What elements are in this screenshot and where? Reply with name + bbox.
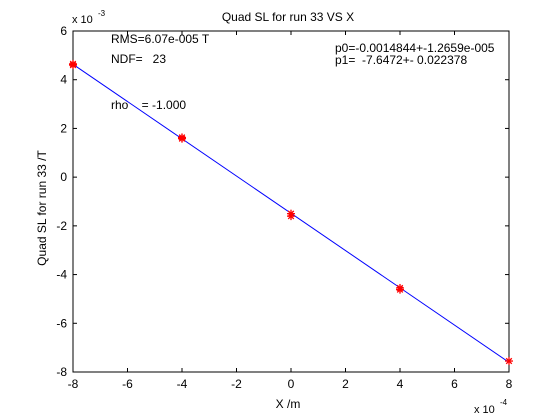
y-tick-label: 0 — [60, 170, 67, 184]
x-tick-label: -2 — [231, 377, 242, 391]
y-tick-label: -6 — [56, 316, 67, 330]
y-multiplier-base: x 10 — [72, 14, 93, 26]
y-tick-label: 4 — [60, 73, 67, 87]
x-multiplier: x 10 -4 — [474, 398, 508, 416]
x-tick-label: 4 — [397, 377, 404, 391]
x-tick-label: -6 — [122, 377, 133, 391]
x-multiplier-exponent: -4 — [500, 398, 508, 407]
rms-annotation: RMS=6.07e-005 T — [111, 32, 210, 46]
p1-annotation: p1= -7.6472+- 0.022378 — [335, 53, 467, 67]
data-points — [69, 59, 513, 366]
data-point — [287, 212, 295, 221]
x-tick-label: 2 — [342, 377, 349, 391]
y-tick-label: 6 — [60, 24, 67, 38]
x-tick-label: 6 — [451, 377, 458, 391]
x-tick-label: -8 — [68, 377, 79, 391]
y-tick-label: -8 — [56, 365, 67, 379]
y-tick-label: -2 — [56, 219, 67, 233]
fit-annotations: RMS=6.07e-005 T NDF= 23 rho = -1.000 p0=… — [111, 32, 495, 112]
y-tick-label: -4 — [56, 268, 67, 282]
y-multiplier-exponent: -3 — [98, 9, 106, 18]
axis-ticks: -8 -6 -4 -2 0 2 4 6 8 -8 -6 -4 -2 0 2 4 6 — [56, 24, 512, 391]
p0-annotation: p0=-0.0014844+-1.2659e-005 — [335, 41, 495, 55]
rho-annotation: rho = -1.000 — [111, 98, 186, 112]
chart-title: Quad SL for run 33 VS X — [222, 10, 354, 24]
plot-area — [72, 30, 510, 373]
x-tick-label: 8 — [506, 377, 513, 391]
x-tick-label: 0 — [288, 377, 295, 391]
y-multiplier: x 10 -3 — [72, 9, 106, 26]
data-point — [505, 357, 513, 366]
data-point — [178, 134, 186, 143]
data-point — [69, 61, 77, 70]
data-point — [396, 285, 404, 294]
y-axis-label: Quad SL for run 33 /T — [35, 150, 49, 266]
x-axis-label: X /m — [276, 397, 301, 411]
x-tick-label: -4 — [177, 377, 188, 391]
ndf-annotation: NDF= 23 — [111, 52, 166, 66]
x-multiplier-base: x 10 — [474, 404, 495, 416]
y-tick-label: 2 — [60, 121, 67, 135]
